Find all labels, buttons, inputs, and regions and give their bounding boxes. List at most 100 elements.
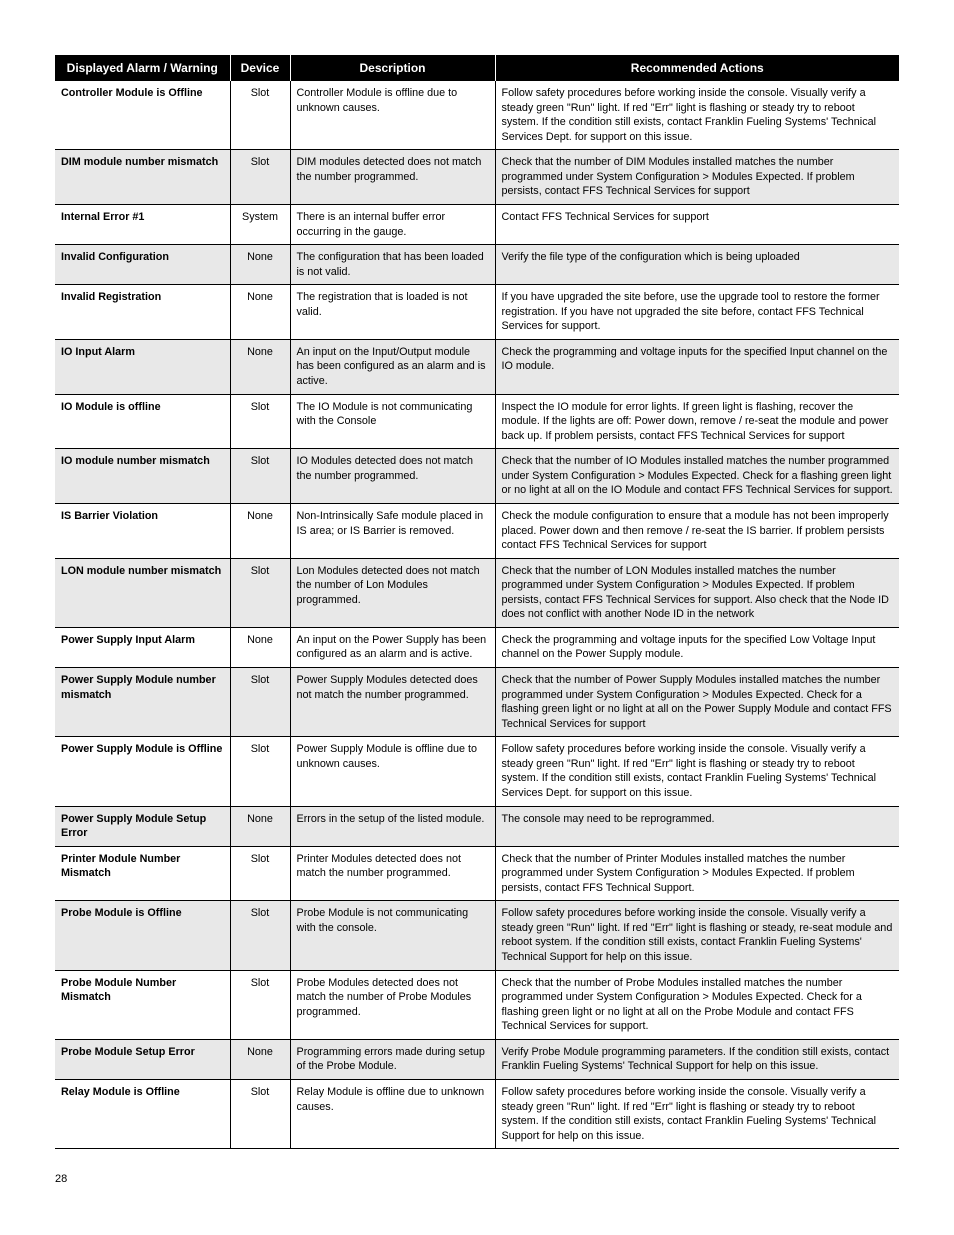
cell-device: Slot bbox=[230, 846, 290, 901]
cell-action: Follow safety procedures before working … bbox=[495, 81, 899, 150]
cell-alarm: Power Supply Input Alarm bbox=[55, 627, 230, 667]
cell-device: None bbox=[230, 503, 290, 558]
cell-alarm: Internal Error #1 bbox=[55, 204, 230, 244]
cell-action: Check that the number of Printer Modules… bbox=[495, 846, 899, 901]
cell-alarm: Probe Module is Offline bbox=[55, 901, 230, 970]
cell-alarm: Power Supply Module is Offline bbox=[55, 737, 230, 806]
cell-device: System bbox=[230, 204, 290, 244]
cell-action: If you have upgraded the site before, us… bbox=[495, 285, 899, 340]
table-body: Controller Module is OfflineSlotControll… bbox=[55, 81, 899, 1149]
col-header-device: Device bbox=[230, 55, 290, 81]
cell-device: None bbox=[230, 245, 290, 285]
cell-alarm: IO Module is offline bbox=[55, 394, 230, 449]
cell-action: Check that the number of LON Modules ins… bbox=[495, 558, 899, 627]
cell-description: Controller Module is offline due to unkn… bbox=[290, 81, 495, 150]
table-row: IO Input AlarmNoneAn input on the Input/… bbox=[55, 339, 899, 394]
cell-device: None bbox=[230, 1039, 290, 1079]
cell-device: Slot bbox=[230, 449, 290, 504]
cell-description: Errors in the setup of the listed module… bbox=[290, 806, 495, 846]
cell-alarm: IO module number mismatch bbox=[55, 449, 230, 504]
cell-action: Check that the number of Probe Modules i… bbox=[495, 970, 899, 1039]
cell-description: Probe Modules detected does not match th… bbox=[290, 970, 495, 1039]
cell-description: The registration that is loaded is not v… bbox=[290, 285, 495, 340]
table-row: Probe Module is OfflineSlotProbe Module … bbox=[55, 901, 899, 970]
cell-description: Probe Module is not communicating with t… bbox=[290, 901, 495, 970]
cell-alarm: Power Supply Module Setup Error bbox=[55, 806, 230, 846]
table-row: Internal Error #1SystemThere is an inter… bbox=[55, 204, 899, 244]
table-row: LON module number mismatchSlotLon Module… bbox=[55, 558, 899, 627]
cell-alarm: Invalid Configuration bbox=[55, 245, 230, 285]
col-header-alarm: Displayed Alarm / Warning bbox=[55, 55, 230, 81]
cell-description: IO Modules detected does not match the n… bbox=[290, 449, 495, 504]
col-header-actions: Recommended Actions bbox=[495, 55, 899, 81]
cell-description: An input on the Input/Output module has … bbox=[290, 339, 495, 394]
cell-action: Check that the number of Power Supply Mo… bbox=[495, 668, 899, 737]
cell-action: The console may need to be reprogrammed. bbox=[495, 806, 899, 846]
cell-action: Follow safety procedures before working … bbox=[495, 737, 899, 806]
cell-action: Follow safety procedures before working … bbox=[495, 901, 899, 970]
table-row: Power Supply Module number mismatchSlotP… bbox=[55, 668, 899, 737]
cell-device: Slot bbox=[230, 668, 290, 737]
cell-alarm: Probe Module Setup Error bbox=[55, 1039, 230, 1079]
cell-device: Slot bbox=[230, 150, 290, 205]
table-row: IO Module is offlineSlotThe IO Module is… bbox=[55, 394, 899, 449]
cell-device: Slot bbox=[230, 81, 290, 150]
table-row: IO module number mismatchSlotIO Modules … bbox=[55, 449, 899, 504]
cell-action: Check that the number of DIM Modules ins… bbox=[495, 150, 899, 205]
table-row: Probe Module Number MismatchSlotProbe Mo… bbox=[55, 970, 899, 1039]
cell-description: Printer Modules detected does not match … bbox=[290, 846, 495, 901]
table-row: Power Supply Module is OfflineSlotPower … bbox=[55, 737, 899, 806]
cell-alarm: DIM module number mismatch bbox=[55, 150, 230, 205]
cell-action: Check the programming and voltage inputs… bbox=[495, 339, 899, 394]
cell-description: Lon Modules detected does not match the … bbox=[290, 558, 495, 627]
table-row: Invalid RegistrationNoneThe registration… bbox=[55, 285, 899, 340]
cell-action: Check that the number of IO Modules inst… bbox=[495, 449, 899, 504]
cell-alarm: Invalid Registration bbox=[55, 285, 230, 340]
page-number: 28 bbox=[55, 1173, 899, 1185]
cell-alarm: Printer Module Number Mismatch bbox=[55, 846, 230, 901]
cell-description: An input on the Power Supply has been co… bbox=[290, 627, 495, 667]
cell-description: Programming errors made during setup of … bbox=[290, 1039, 495, 1079]
table-row: Controller Module is OfflineSlotControll… bbox=[55, 81, 899, 150]
cell-alarm: Controller Module is Offline bbox=[55, 81, 230, 150]
cell-description: DIM modules detected does not match the … bbox=[290, 150, 495, 205]
cell-action: Check the module configuration to ensure… bbox=[495, 503, 899, 558]
cell-device: Slot bbox=[230, 737, 290, 806]
cell-device: Slot bbox=[230, 1079, 290, 1148]
cell-action: Verify the file type of the configuratio… bbox=[495, 245, 899, 285]
table-row: Invalid ConfigurationNoneThe configurati… bbox=[55, 245, 899, 285]
cell-description: Power Supply Modules detected does not m… bbox=[290, 668, 495, 737]
table-header: Displayed Alarm / Warning Device Descrip… bbox=[55, 55, 899, 81]
table-row: Printer Module Number MismatchSlotPrinte… bbox=[55, 846, 899, 901]
cell-device: Slot bbox=[230, 970, 290, 1039]
cell-device: Slot bbox=[230, 394, 290, 449]
table-row: Probe Module Setup ErrorNoneProgramming … bbox=[55, 1039, 899, 1079]
table-row: Power Supply Input AlarmNoneAn input on … bbox=[55, 627, 899, 667]
table-row: Relay Module is OfflineSlotRelay Module … bbox=[55, 1079, 899, 1148]
cell-description: Power Supply Module is offline due to un… bbox=[290, 737, 495, 806]
cell-alarm: Power Supply Module number mismatch bbox=[55, 668, 230, 737]
col-header-description: Description bbox=[290, 55, 495, 81]
cell-action: Verify Probe Module programming paramete… bbox=[495, 1039, 899, 1079]
cell-alarm: IO Input Alarm bbox=[55, 339, 230, 394]
cell-device: None bbox=[230, 339, 290, 394]
cell-description: The configuration that has been loaded i… bbox=[290, 245, 495, 285]
table-row: IS Barrier ViolationNoneNon-Intrinsicall… bbox=[55, 503, 899, 558]
cell-description: There is an internal buffer error occurr… bbox=[290, 204, 495, 244]
cell-alarm: Probe Module Number Mismatch bbox=[55, 970, 230, 1039]
cell-device: None bbox=[230, 627, 290, 667]
cell-device: Slot bbox=[230, 901, 290, 970]
cell-alarm: IS Barrier Violation bbox=[55, 503, 230, 558]
cell-device: None bbox=[230, 806, 290, 846]
cell-device: None bbox=[230, 285, 290, 340]
table-row: DIM module number mismatchSlotDIM module… bbox=[55, 150, 899, 205]
cell-device: Slot bbox=[230, 558, 290, 627]
cell-alarm: Relay Module is Offline bbox=[55, 1079, 230, 1148]
cell-description: The IO Module is not communicating with … bbox=[290, 394, 495, 449]
cell-action: Follow safety procedures before working … bbox=[495, 1079, 899, 1148]
cell-action: Inspect the IO module for error lights. … bbox=[495, 394, 899, 449]
cell-action: Contact FFS Technical Services for suppo… bbox=[495, 204, 899, 244]
alarm-table: Displayed Alarm / Warning Device Descrip… bbox=[55, 55, 899, 1149]
table-row: Power Supply Module Setup ErrorNoneError… bbox=[55, 806, 899, 846]
cell-alarm: LON module number mismatch bbox=[55, 558, 230, 627]
